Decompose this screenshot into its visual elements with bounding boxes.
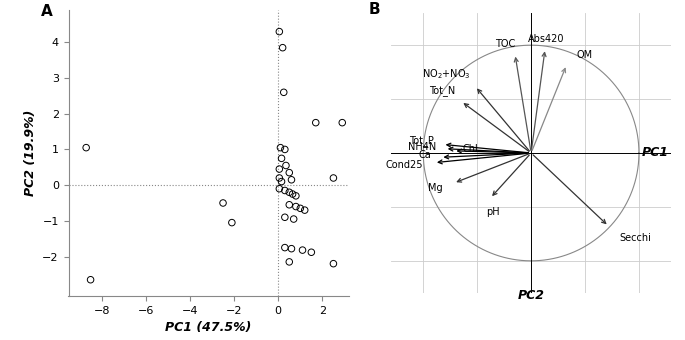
- Point: [81, 145, 92, 150]
- Point: [278, 89, 289, 95]
- Point: [275, 145, 286, 150]
- Point: [85, 277, 96, 283]
- Point: [287, 191, 298, 197]
- Point: [274, 175, 285, 181]
- Point: [277, 45, 288, 50]
- Point: [286, 177, 297, 183]
- Y-axis label: PC2 (19.9%): PC2 (19.9%): [24, 110, 37, 196]
- Point: [284, 202, 295, 207]
- Text: Mg: Mg: [428, 183, 443, 192]
- Point: [218, 200, 229, 206]
- Point: [290, 204, 301, 209]
- Point: [279, 215, 290, 220]
- Point: [328, 175, 339, 181]
- Text: NH4N: NH4N: [408, 141, 436, 152]
- Point: [279, 245, 290, 250]
- Point: [306, 250, 317, 255]
- Point: [286, 246, 297, 251]
- Point: [274, 29, 285, 34]
- Point: [288, 216, 299, 222]
- Point: [279, 147, 290, 152]
- Text: Chl: Chl: [462, 144, 478, 154]
- Text: Tot_N: Tot_N: [429, 85, 456, 96]
- Point: [274, 166, 285, 172]
- Text: TOC: TOC: [495, 39, 515, 50]
- Text: NO$_2$+NO$_3$: NO$_2$+NO$_3$: [422, 67, 471, 81]
- Text: PC2: PC2: [518, 289, 545, 302]
- Point: [284, 259, 295, 265]
- Point: [284, 189, 295, 195]
- Point: [297, 248, 308, 253]
- Text: pH: pH: [486, 207, 500, 217]
- Point: [337, 120, 348, 125]
- Point: [328, 261, 339, 267]
- Text: Tot_P: Tot_P: [409, 135, 434, 146]
- Point: [299, 207, 310, 213]
- Text: Ca: Ca: [418, 150, 431, 160]
- Text: Secchi: Secchi: [619, 233, 651, 243]
- Point: [276, 156, 287, 161]
- Point: [274, 186, 285, 191]
- Point: [279, 188, 290, 193]
- X-axis label: PC1 (47.5%): PC1 (47.5%): [166, 321, 252, 334]
- Point: [276, 179, 287, 184]
- Point: [226, 220, 237, 225]
- Text: Abs420: Abs420: [528, 34, 564, 44]
- Point: [310, 120, 321, 125]
- Text: Cond25: Cond25: [386, 160, 423, 170]
- Point: [295, 206, 306, 211]
- Point: [284, 170, 295, 175]
- Text: B: B: [369, 2, 380, 17]
- Point: [290, 193, 301, 199]
- Text: PC1: PC1: [642, 147, 669, 159]
- Text: OM: OM: [576, 50, 593, 60]
- Text: A: A: [40, 4, 52, 19]
- Point: [280, 163, 291, 168]
